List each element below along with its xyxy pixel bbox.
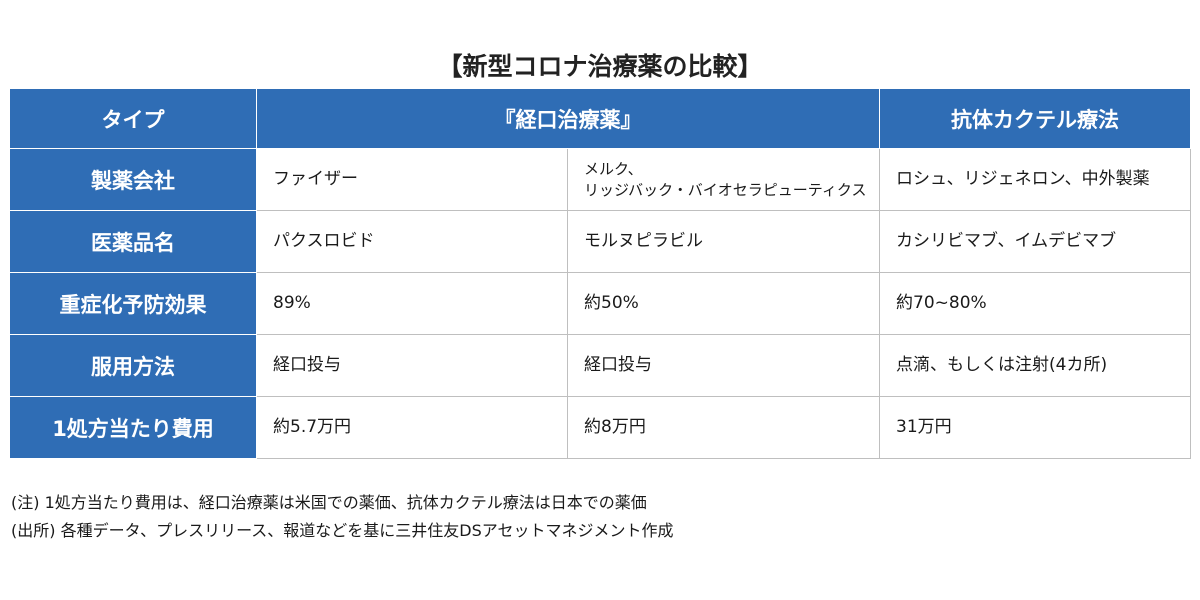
cell-pfizer-cost: 約5.7万円 <box>256 396 568 459</box>
row-label-cost: 1処方当たり費用 <box>9 396 257 459</box>
cell-pfizer-administration: 経口投与 <box>256 334 568 397</box>
header-type: タイプ <box>9 88 257 149</box>
table-row: 重症化予防効果 89% 約50% 約70~80% <box>9 272 1191 335</box>
table-row: 服用方法 経口投与 経口投与 点滴、もしくは注射(4カ所) <box>9 334 1191 397</box>
cell-pfizer-prevention-effect: 89% <box>256 272 568 335</box>
cell-antibody-cost: 31万円 <box>879 396 1191 459</box>
table-row: 1処方当たり費用 約5.7万円 約8万円 31万円 <box>9 396 1191 459</box>
header-antibody-cocktail: 抗体カクテル療法 <box>879 88 1191 149</box>
cell-merck-drug-name: モルヌピラビル <box>567 210 880 273</box>
header-oral-drug: 『経口治療薬』 <box>256 88 880 149</box>
merck-manufacturer-line1: メルク、 <box>584 160 643 179</box>
row-label-manufacturer: 製薬会社 <box>9 148 257 211</box>
table-row: 製薬会社 ファイザー メルク、 リッジバック・バイオセラピューティクス ロシュ、… <box>9 148 1191 211</box>
cell-merck-cost: 約8万円 <box>567 396 880 459</box>
cell-antibody-administration: 点滴、もしくは注射(4カ所) <box>879 334 1191 397</box>
footnote-note: (注) 1処方当たり費用は、経口治療薬は米国での薬価、抗体カクテル療法は日本での… <box>11 493 647 512</box>
row-label-drug-name: 医薬品名 <box>9 210 257 273</box>
cell-pfizer-manufacturer: ファイザー <box>256 148 568 211</box>
row-label-prevention-effect: 重症化予防効果 <box>9 272 257 335</box>
footnote-source: (出所) 各種データ、プレスリリース、報道などを基に三井住友DSアセットマネジメ… <box>11 521 674 540</box>
merck-manufacturer-line2: リッジバック・バイオセラピューティクス <box>584 180 867 199</box>
cell-merck-prevention-effect: 約50% <box>567 272 880 335</box>
row-label-administration: 服用方法 <box>9 334 257 397</box>
cell-antibody-prevention-effect: 約70~80% <box>879 272 1191 335</box>
table-row: 医薬品名 パクスロビド モルヌピラビル カシリビマブ、イムデビマブ <box>9 210 1191 273</box>
table-header-row: タイプ 『経口治療薬』 抗体カクテル療法 <box>9 88 1191 149</box>
cell-merck-administration: 経口投与 <box>567 334 880 397</box>
cell-antibody-drug-name: カシリビマブ、イムデビマブ <box>879 210 1191 273</box>
comparison-table: タイプ 『経口治療薬』 抗体カクテル療法 製薬会社 ファイザー メルク、 リッジ… <box>9 88 1191 459</box>
cell-antibody-manufacturer: ロシュ、リジェネロン、中外製薬 <box>879 148 1191 211</box>
cell-merck-manufacturer: メルク、 リッジバック・バイオセラピューティクス <box>567 148 880 211</box>
cell-pfizer-drug-name: パクスロビド <box>256 210 568 273</box>
page-title: 【新型コロナ治療薬の比較】 <box>437 52 763 81</box>
footnotes: (注) 1処方当たり費用は、経口治療薬は米国での薬価、抗体カクテル療法は日本での… <box>11 489 673 545</box>
